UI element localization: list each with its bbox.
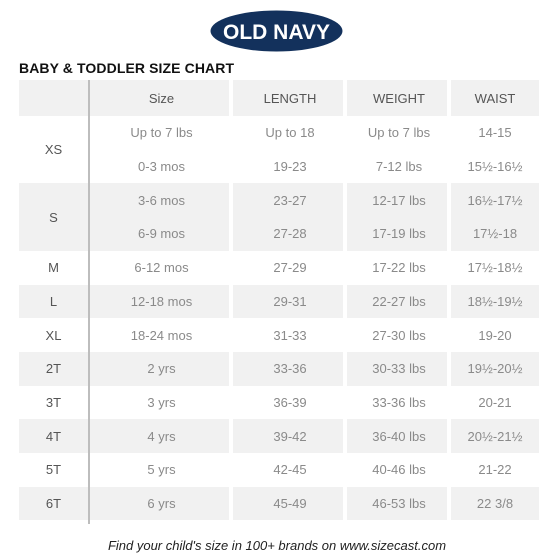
table-cell: 3 yrs [147, 394, 176, 410]
table-cell: 27-30 lbs [372, 327, 426, 343]
table-cell: 20½-21½ [467, 428, 523, 444]
size-label: XS [44, 142, 63, 158]
size-label: 5T [45, 462, 62, 478]
table-cell: 2 yrs [147, 361, 176, 377]
column-separator [447, 80, 451, 524]
logo-text: OLD NAVY [223, 21, 330, 44]
table-cell: 36-39 [273, 394, 307, 410]
table-cell: 22-27 lbs [372, 293, 426, 309]
column-header: Size [148, 90, 175, 106]
table-cell: 5 yrs [147, 462, 176, 478]
column-header: WAIST [474, 90, 516, 106]
row-band [19, 284, 539, 319]
size-column-divider [88, 80, 90, 524]
table-cell: 31-33 [273, 327, 307, 343]
table-cell: 14-15 [478, 125, 512, 141]
header-row-band [19, 80, 539, 116]
table-cell: Up to 18 [265, 125, 315, 141]
table-cell: 29-31 [273, 293, 307, 309]
table-cell: 12-17 lbs [372, 192, 426, 208]
table-cell: 16½-17½ [467, 192, 523, 208]
old-navy-logo: OLD NAVY [210, 10, 343, 52]
column-separator [343, 80, 347, 524]
table-cell: 40-46 lbs [372, 462, 426, 478]
table-cell: 19-23 [273, 159, 307, 175]
table-cell: 7-12 lbs [375, 159, 423, 175]
table-cell: 6-12 mos [134, 260, 189, 276]
size-chart-table: Size LENGTH WEIGHT WAIST XS Up to 7 lbs Up to … [19, 80, 539, 524]
table-cell: 18½-19½ [467, 293, 523, 309]
table-cell: 18-24 mos [130, 327, 193, 343]
table-cell: 4 yrs [147, 428, 176, 444]
table-cell: 23-27 [273, 192, 307, 208]
table-cell: 42-45 [273, 462, 307, 478]
table-cell: 19-20 [478, 327, 512, 343]
table-cell: 27-28 [273, 226, 307, 242]
row-band [19, 183, 539, 251]
table-cell: 6-9 mos [138, 226, 185, 242]
table-cell: Up to 7 lbs [130, 125, 193, 141]
size-label: S [49, 209, 58, 225]
row-band [19, 486, 539, 521]
table-cell: 21-22 [478, 462, 512, 478]
size-label: 6T [45, 496, 62, 512]
size-label: 2T [45, 361, 62, 377]
table-cell: 19½-20½ [467, 361, 523, 377]
table-cell: 0-3 mos [138, 159, 185, 175]
row-band [19, 419, 539, 453]
table-cell: 36-40 lbs [372, 428, 426, 444]
table-cell: 46-53 lbs [372, 496, 426, 512]
size-label: M [48, 260, 59, 276]
table-cell: 15½-16½ [467, 159, 523, 175]
size-label: L [49, 293, 58, 309]
table-cell: 12-18 mos [130, 293, 193, 309]
table-cell: 6 yrs [147, 496, 176, 512]
size-label: 4T [45, 428, 62, 444]
column-header: WEIGHT [373, 90, 425, 106]
table-cell: 17½-18 [472, 226, 518, 242]
row-band [19, 351, 539, 386]
table-cell: 22 3/8 [476, 496, 514, 512]
table-cell: 27-29 [273, 260, 307, 276]
table-cell: 45-49 [273, 496, 307, 512]
table-cell: 33-36 lbs [372, 394, 426, 410]
table-cell: 17-22 lbs [372, 260, 426, 276]
table-cell: 30-33 lbs [372, 361, 426, 377]
table-cell: 33-36 [273, 361, 307, 377]
table-cell: 39-42 [273, 428, 307, 444]
chart-title: BABY & TODDLER SIZE CHART [19, 60, 235, 76]
footer-note: Find your child's size in 100+ brands on… [107, 538, 447, 553]
column-separator [229, 80, 233, 524]
table-cell: Up to 7 lbs [367, 125, 431, 141]
column-header: LENGTH [263, 90, 317, 106]
table-cell: 3-6 mos [138, 192, 185, 208]
table-cell: 20-21 [478, 394, 512, 410]
table-cell: 17½-18½ [467, 260, 523, 276]
size-label: 3T [45, 394, 62, 410]
size-label: XL [45, 327, 62, 343]
table-cell: 17-19 lbs [372, 226, 426, 242]
